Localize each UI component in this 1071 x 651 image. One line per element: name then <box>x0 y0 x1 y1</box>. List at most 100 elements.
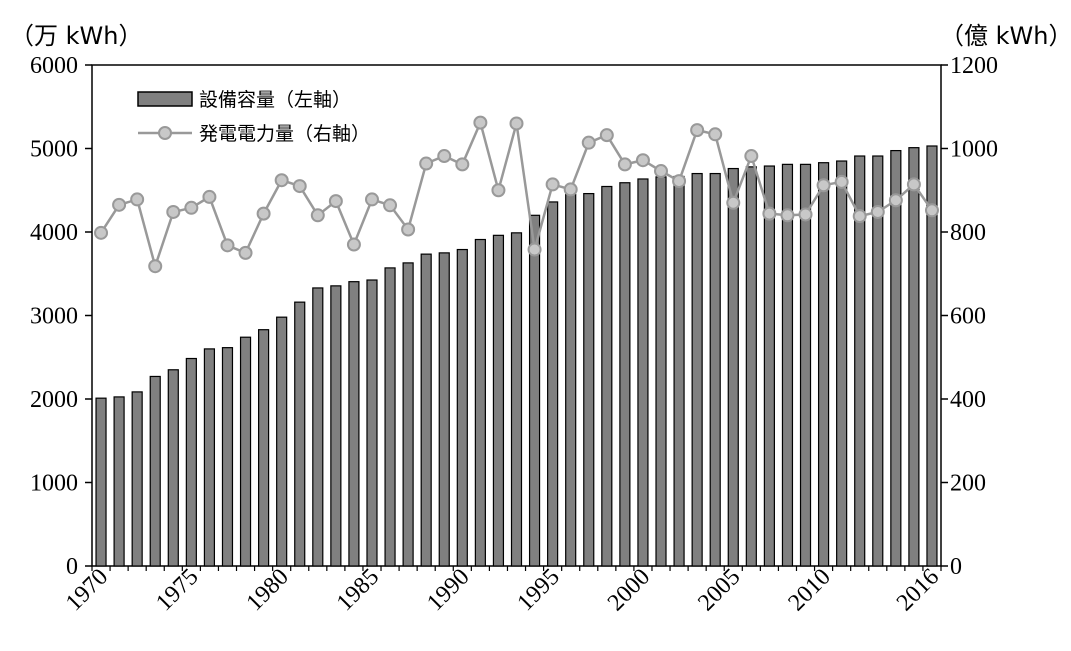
bar-capacity-2014 <box>890 149 902 567</box>
point-generation-2006 <box>744 149 759 164</box>
right-tick-label: 0 <box>950 554 962 580</box>
left-tick-label: 6000 <box>30 53 78 79</box>
x-tick-label: 1985 <box>332 564 384 616</box>
point-generation-1982 <box>310 208 325 223</box>
left-tick-label: 4000 <box>30 220 78 246</box>
point-generation-1983 <box>328 194 343 209</box>
left-tick-label: 2000 <box>30 387 78 413</box>
bar-capacity-1999 <box>619 182 631 567</box>
x-tick-label: 2016 <box>892 564 944 616</box>
bar-capacity-1971 <box>113 396 125 567</box>
point-generation-2001 <box>654 164 669 179</box>
point-generation-1976 <box>202 189 217 204</box>
x-tick-label: 1980 <box>242 564 294 616</box>
point-generation-1984 <box>346 237 361 252</box>
bar-capacity-1998 <box>601 185 613 567</box>
bar-capacity-1993 <box>510 232 523 567</box>
bar-capacity-1978 <box>239 336 252 567</box>
bar-capacity-2003 <box>691 172 703 567</box>
point-generation-2015 <box>906 177 921 192</box>
point-generation-1979 <box>256 206 271 221</box>
legend-bar-label: 設備容量（左軸） <box>199 89 351 111</box>
right-tick-label: 1000 <box>950 137 998 163</box>
bar-capacity-1989 <box>438 252 450 567</box>
point-generation-1990 <box>455 157 470 172</box>
right-axis-unit: （億 kWh） <box>940 22 1071 50</box>
bar-capacity-2011 <box>836 160 848 567</box>
right-tick-label: 600 <box>950 304 986 330</box>
point-generation-2007 <box>762 206 777 221</box>
legend-line-label: 発電電力量（右軸） <box>199 123 370 145</box>
point-generation-1970 <box>94 225 109 240</box>
point-generation-1975 <box>184 200 199 215</box>
bar-capacity-2013 <box>872 155 884 567</box>
bar-capacity-2015 <box>908 147 920 567</box>
point-generation-1995 <box>545 177 560 192</box>
right-tick-label: 1200 <box>950 53 998 79</box>
point-generation-1988 <box>419 156 434 171</box>
point-generation-1999 <box>617 157 632 172</box>
point-generation-1974 <box>166 204 181 219</box>
point-generation-1981 <box>292 179 307 194</box>
point-generation-2002 <box>672 174 687 189</box>
point-generation-1996 <box>563 182 578 197</box>
bar-capacity-1977 <box>221 347 234 567</box>
point-generation-2005 <box>726 195 741 210</box>
bar-capacity-2007 <box>763 165 775 567</box>
bar-capacity-1991 <box>474 238 486 567</box>
bar-capacity-2002 <box>673 175 685 567</box>
x-tick-label: 2000 <box>603 564 655 616</box>
x-tick-label: 2005 <box>693 564 745 616</box>
legend-line-marker <box>158 126 172 140</box>
left-tick-label: 1000 <box>30 471 78 497</box>
bar-capacity-1992 <box>492 234 505 567</box>
bar-capacity-1974 <box>167 369 179 567</box>
x-tick-label: 1995 <box>513 564 565 616</box>
bar-capacity-1985 <box>366 279 378 567</box>
point-generation-2014 <box>888 193 903 208</box>
bar-capacity-2009 <box>799 163 812 567</box>
bar-capacity-2005 <box>727 167 739 567</box>
bar-capacity-1981 <box>294 301 306 567</box>
right-tick-label: 400 <box>950 387 986 413</box>
point-generation-2016 <box>924 203 939 218</box>
point-generation-2003 <box>690 123 705 138</box>
point-generation-1985 <box>364 192 379 207</box>
right-tick-label: 200 <box>950 471 986 497</box>
bar-capacity-1972 <box>131 391 143 567</box>
bar-capacity-1986 <box>384 267 396 567</box>
x-tick-label: 1990 <box>422 564 474 616</box>
bar-capacity-1984 <box>348 281 360 567</box>
point-generation-1980 <box>274 173 289 188</box>
bar-capacity-1976 <box>203 348 216 567</box>
left-tick-label: 3000 <box>30 304 78 330</box>
left-tick-label: 5000 <box>30 137 78 163</box>
point-generation-1994 <box>527 242 542 257</box>
bar-capacity-1970 <box>95 397 107 567</box>
left-axis-unit: （万 kWh） <box>10 22 142 50</box>
point-generation-1992 <box>491 183 506 198</box>
legend-bar-swatch <box>137 91 193 107</box>
point-generation-2004 <box>708 127 723 142</box>
point-generation-1978 <box>238 245 253 260</box>
bar-capacity-2012 <box>854 155 866 567</box>
bar-capacity-1997 <box>583 192 595 567</box>
bar-capacity-1994 <box>528 214 541 567</box>
bar-capacity-2008 <box>781 163 794 567</box>
legend: 設備容量（左軸） 発電電力量（右軸） <box>137 89 370 145</box>
point-generation-2013 <box>870 204 885 219</box>
bar-capacity-2016 <box>926 145 938 567</box>
point-generation-1987 <box>401 222 416 237</box>
bar-capacity-1975 <box>185 357 197 567</box>
x-tick-label: 1975 <box>151 564 203 616</box>
bar-capacity-1987 <box>402 262 414 567</box>
bar-capacity-1995 <box>547 201 559 567</box>
point-generation-2008 <box>780 208 795 223</box>
bar-capacity-1996 <box>565 193 577 567</box>
point-generation-1971 <box>112 197 127 212</box>
bar-capacity-1982 <box>312 287 324 567</box>
point-generation-2009 <box>798 207 813 222</box>
bar-capacity-1988 <box>420 253 432 567</box>
bar-capacity-2001 <box>655 176 667 567</box>
